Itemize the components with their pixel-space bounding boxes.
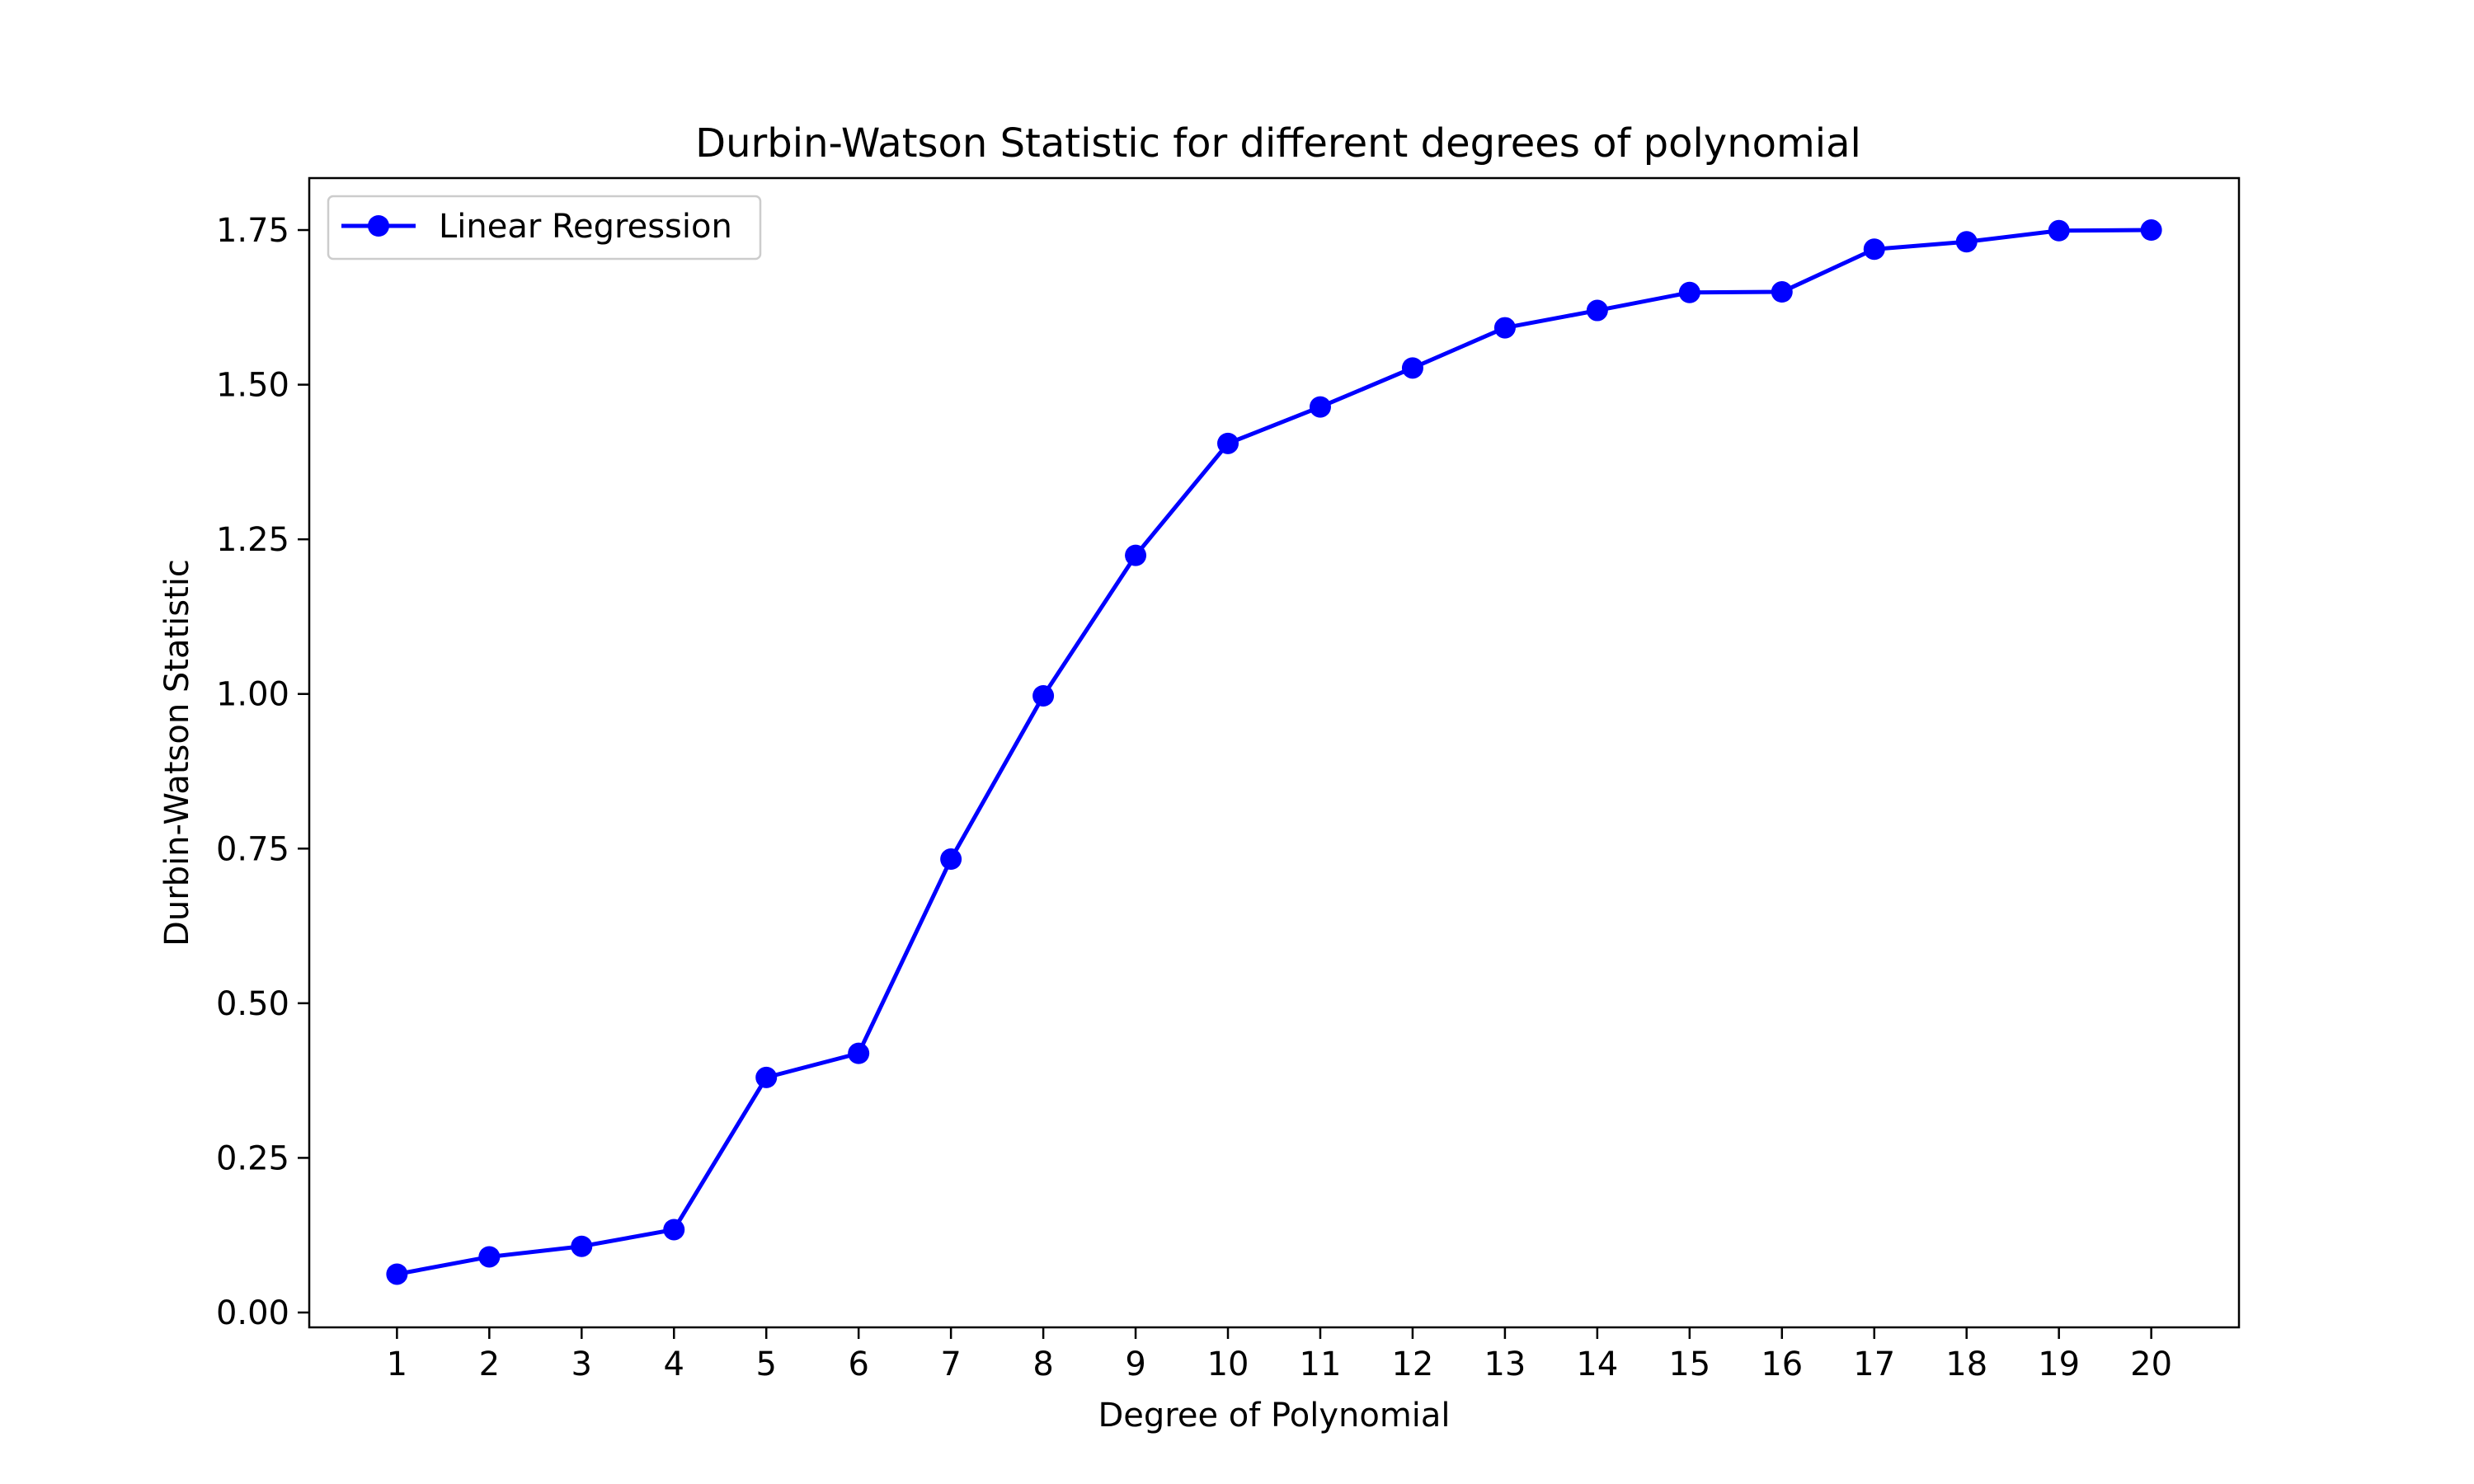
- data-point: [1586, 299, 1608, 322]
- x-tick-label: 13: [1484, 1345, 1526, 1383]
- x-tick-label: 6: [848, 1345, 868, 1383]
- x-tick-label: 18: [1945, 1345, 1987, 1383]
- x-tick-label: 5: [755, 1345, 776, 1383]
- x-tick-label: 3: [571, 1345, 592, 1383]
- data-point: [1678, 281, 1700, 303]
- x-tick-label: 7: [940, 1345, 961, 1383]
- axes-frame: [308, 176, 2241, 1329]
- legend-box: [327, 195, 762, 261]
- data-point: [848, 1042, 870, 1064]
- x-tick-label: 10: [1207, 1345, 1249, 1383]
- x-tick-label: 20: [2130, 1345, 2172, 1383]
- chart-title: Durbin-Watson Statistic for different de…: [695, 120, 1861, 167]
- data-point: [386, 1263, 408, 1285]
- y-axis-label: Durbin-Watson Statistic: [158, 559, 196, 946]
- data-point: [1125, 544, 1147, 566]
- y-tick-label: 0.50: [216, 985, 289, 1023]
- x-tick-label: 15: [1668, 1345, 1710, 1383]
- data-point: [1493, 317, 1516, 339]
- data-point: [1032, 684, 1055, 707]
- series-layer: [386, 219, 2162, 1285]
- data-point: [1863, 238, 1885, 261]
- plot-area: 1 2 3 4 5 6 7 8 9 10 11 12 13 14 15 16 17 18 19 20 0.000.25…: [216, 176, 2241, 1383]
- data-point: [1217, 432, 1239, 454]
- x-tick-label: 9: [1125, 1345, 1145, 1383]
- x-tick-label: 16: [1761, 1345, 1803, 1383]
- y-tick-label: 0.75: [216, 830, 289, 868]
- data-point: [940, 848, 962, 871]
- y-axis-ticks: 0.00 0.25 0.50 0.75 1.00 1.25 1.50 1.75: [216, 212, 309, 1332]
- x-tick-label: 14: [1576, 1345, 1618, 1383]
- x-axis-label: Degree of Polynomial: [1098, 1397, 1450, 1435]
- y-tick-label: 1.25: [216, 521, 289, 559]
- data-point: [1309, 396, 1331, 418]
- x-tick-label: 11: [1300, 1345, 1342, 1383]
- x-tick-label: 12: [1391, 1345, 1433, 1383]
- data-point: [1955, 231, 1978, 253]
- y-tick-label: 0.00: [216, 1294, 289, 1332]
- x-axis-ticks: 1 2 3 4 5 6 7 8 9 10 11 12 13 14 15 16 17 18 19 20: [387, 1327, 2172, 1383]
- x-tick-label: 4: [664, 1345, 684, 1383]
- x-tick-label: 2: [479, 1345, 500, 1383]
- y-tick-label: 1.75: [216, 212, 289, 250]
- data-point: [1771, 281, 1793, 303]
- x-tick-label: 1: [387, 1345, 407, 1383]
- x-tick-label: 19: [2038, 1345, 2080, 1383]
- legend-label: Linear Regression: [439, 208, 732, 246]
- legend: Linear Regression: [327, 195, 762, 261]
- data-point: [2140, 219, 2162, 242]
- data-point: [571, 1235, 593, 1257]
- series-line: [396, 228, 2152, 1276]
- legend-marker-swatch: [368, 215, 389, 237]
- data-point: [663, 1219, 685, 1241]
- data-point: [755, 1066, 778, 1088]
- data-point: [478, 1246, 501, 1268]
- y-tick-label: 0.25: [216, 1139, 289, 1177]
- y-tick-label: 1.50: [216, 367, 289, 405]
- y-tick-label: 1.00: [216, 676, 289, 714]
- data-point: [1401, 357, 1423, 379]
- x-tick-label: 17: [1853, 1345, 1895, 1383]
- data-point: [2048, 219, 2070, 242]
- x-tick-label: 8: [1032, 1345, 1053, 1383]
